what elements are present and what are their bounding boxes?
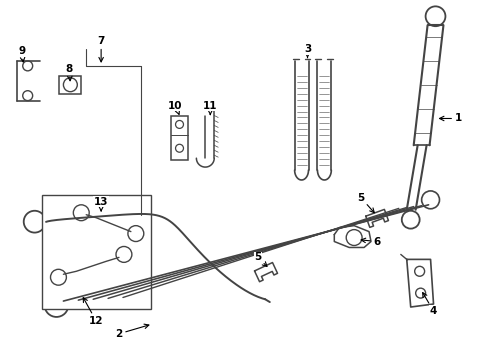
Text: 6: 6 <box>361 237 381 247</box>
Bar <box>59 76 81 94</box>
Bar <box>171 116 189 160</box>
Text: 13: 13 <box>94 197 108 211</box>
Text: 7: 7 <box>98 36 105 62</box>
Text: 12: 12 <box>83 298 103 326</box>
Text: 1: 1 <box>440 113 462 123</box>
Text: 10: 10 <box>168 100 183 114</box>
Text: 8: 8 <box>66 64 73 81</box>
Text: 2: 2 <box>115 324 149 339</box>
Bar <box>42 195 151 309</box>
Text: 5: 5 <box>254 252 267 266</box>
Text: 5: 5 <box>358 193 374 213</box>
Text: 9: 9 <box>18 46 25 62</box>
Text: 4: 4 <box>423 293 437 316</box>
Text: 3: 3 <box>304 44 311 58</box>
Text: 11: 11 <box>203 100 218 114</box>
